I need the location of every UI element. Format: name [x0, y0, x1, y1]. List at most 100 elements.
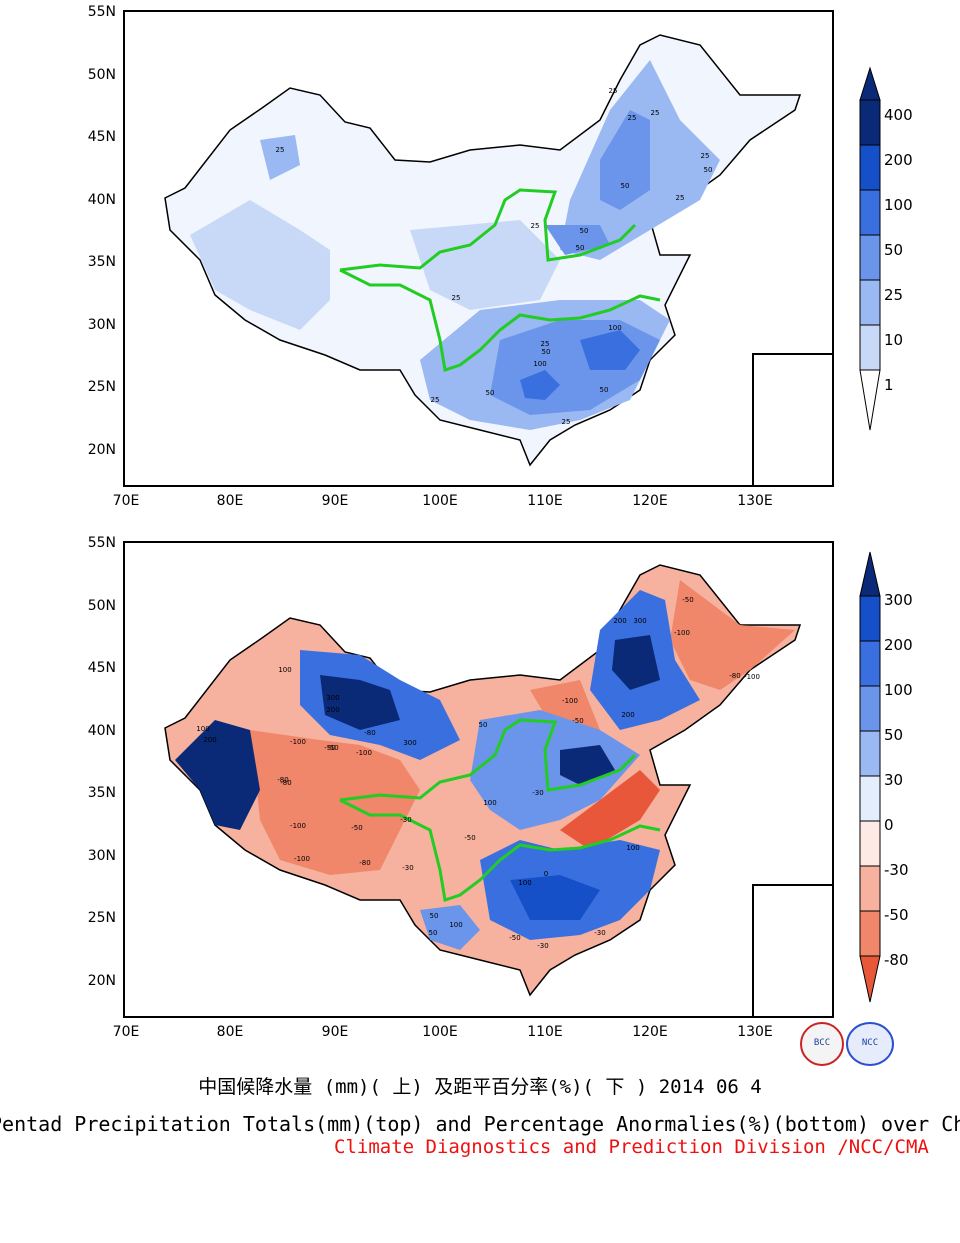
bottom-colorbar-label: 300 — [884, 591, 913, 609]
bottom-lat-axis: 55N 50N 45N 40N 35N 30N 25N 20N — [88, 535, 116, 989]
bottom-lat-label: 25N — [88, 910, 116, 926]
bottom-contour-label: -80 — [359, 859, 370, 867]
top-contour-label: 25 — [651, 109, 660, 117]
bottom-contour-label: 50 — [430, 912, 439, 920]
bottom-contour-label: 200 — [326, 706, 339, 714]
top-colorbar-label: 1 — [884, 376, 894, 394]
bottom-colorbar-box — [859, 730, 881, 777]
top-contour-label: 25 — [452, 294, 461, 302]
top-inset-box — [752, 353, 834, 487]
bottom-lat-label: 45N — [88, 660, 116, 676]
bottom-contour-label: 200 — [621, 711, 634, 719]
bottom-colorbar-box — [859, 640, 881, 687]
bottom-colorbar-label: 100 — [884, 681, 913, 699]
caption-credit: Climate Diagnostics and Prediction Divis… — [334, 1136, 929, 1158]
bottom-contour-label: 100 — [518, 879, 531, 887]
bcc-logo-text: BCC — [813, 1038, 831, 1048]
top-lat-label: 50N — [88, 67, 116, 83]
bottom-shade-pos-n2 — [320, 675, 400, 730]
top-colorbar-bottom-arrow — [859, 369, 881, 431]
bottom-lon-label: 90E — [322, 1024, 349, 1040]
caption-english: Pentad Precipitation Totals(mm)(top) and… — [0, 1112, 960, 1136]
bottom-contour-label: -100 — [290, 738, 306, 746]
top-contour-label: 25 — [628, 114, 637, 122]
bottom-contour-label: -50 — [572, 717, 583, 725]
top-colorbar-box — [859, 279, 881, 326]
top-shade-10b — [410, 220, 560, 310]
bottom-shade-pos-sw — [420, 905, 480, 950]
top-lat-label: 30N — [88, 317, 116, 333]
top-contour-label: 100 — [533, 360, 546, 368]
bottom-contour-label: -50 — [682, 596, 693, 604]
top-shade-100 — [580, 330, 640, 370]
bottom-contour-label: 300 — [633, 617, 646, 625]
bottom-contour-label: 300 — [403, 739, 416, 747]
bcc-logo: BCC — [800, 1022, 844, 1066]
top-colorbar-label: 100 — [884, 196, 913, 214]
bottom-contour-label: -100 — [674, 629, 690, 637]
caption-chinese: 中国候降水量 (mm)( 上) 及距平百分率(%)( 下 ) 2014 06 4 — [198, 1076, 762, 1098]
top-contour-label: 25 — [531, 222, 540, 230]
bottom-colorbar-label: -80 — [884, 951, 909, 969]
top-lon-label: 70E — [113, 493, 140, 509]
bottom-contour-label: -80 — [280, 779, 291, 787]
bottom-shade-pos-s2 — [510, 875, 600, 920]
bottom-contour-label: -100 — [356, 749, 372, 757]
bottom-lon-label: 100E — [422, 1024, 458, 1040]
bottom-lon-label: 130E — [737, 1024, 773, 1040]
top-lat-label: 45N — [88, 129, 116, 145]
bottom-contour-label: -100 — [294, 855, 310, 863]
bottom-shade-pos-c — [470, 710, 640, 830]
bottom-contour-label: -50 — [509, 934, 520, 942]
bottom-lon-label: 120E — [632, 1024, 668, 1040]
bottom-contour-label: -30 — [537, 942, 548, 950]
top-shade-50b — [600, 110, 650, 210]
top-colorbar-top-arrow — [859, 66, 881, 101]
bottom-lat-label: 35N — [88, 785, 116, 801]
bottom-lon-label: 80E — [217, 1024, 244, 1040]
top-lon-label: 80E — [217, 493, 244, 509]
top-lat-axis: 55N 50N 45N 40N 35N 30N 25N 20N — [88, 4, 116, 458]
top-colorbar-label: 25 — [884, 286, 903, 304]
top-colorbar-label: 50 — [884, 241, 903, 259]
bottom-lon-label: 110E — [527, 1024, 563, 1040]
top-colorbar-label: 200 — [884, 151, 913, 169]
ncc-logo: NCC — [846, 1022, 894, 1066]
top-lat-label: 25N — [88, 379, 116, 395]
top-contour-label: 100 — [608, 324, 621, 332]
top-colorbar-box — [859, 234, 881, 281]
bottom-shade-pos-ne2 — [612, 635, 660, 690]
bottom-lon-label: 70E — [113, 1024, 140, 1040]
top-contour-label: 25 — [701, 152, 710, 160]
bottom-contour-label: 200 — [613, 617, 626, 625]
bottom-shade-neg80c — [560, 770, 660, 850]
bottom-lat-label: 30N — [88, 848, 116, 864]
top-lon-label: 90E — [322, 493, 349, 509]
bottom-contour-label: -100 — [562, 697, 578, 705]
bottom-colorbar-box — [859, 865, 881, 912]
bottom-colorbar-box — [859, 910, 881, 957]
bottom-lat-label: 40N — [88, 723, 116, 739]
bottom-contour-label: -30 — [402, 864, 413, 872]
bottom-colorbar-bottom-arrow — [859, 955, 881, 1003]
ncc-logo-text: NCC — [861, 1038, 879, 1048]
top-contour-label: 25 — [431, 396, 440, 404]
top-colorbar-label: 10 — [884, 331, 903, 349]
top-contour-label: 50 — [600, 386, 609, 394]
top-lat-label: 40N — [88, 192, 116, 208]
bottom-colorbar-box — [859, 820, 881, 867]
bottom-contour-label: -50 — [464, 834, 475, 842]
bottom-colorbar-top-arrow — [859, 551, 881, 597]
top-shade-100b — [520, 370, 560, 400]
bottom-lat-label: 20N — [88, 973, 116, 989]
top-lat-label: 20N — [88, 442, 116, 458]
top-contour-label: 25 — [676, 194, 685, 202]
bottom-contour-label: -80 — [729, 672, 740, 680]
bottom-yellow-river — [339, 718, 637, 802]
top-lon-label: 130E — [737, 493, 773, 509]
bottom-colorbar-label: 0 — [884, 816, 894, 834]
bottom-colorbar-label: 200 — [884, 636, 913, 654]
bottom-colorbar-box — [859, 685, 881, 732]
top-lon-axis: 70E 80E 90E 100E 110E 120E 130E — [113, 493, 773, 509]
bottom-contour-label: 50 — [429, 929, 438, 937]
